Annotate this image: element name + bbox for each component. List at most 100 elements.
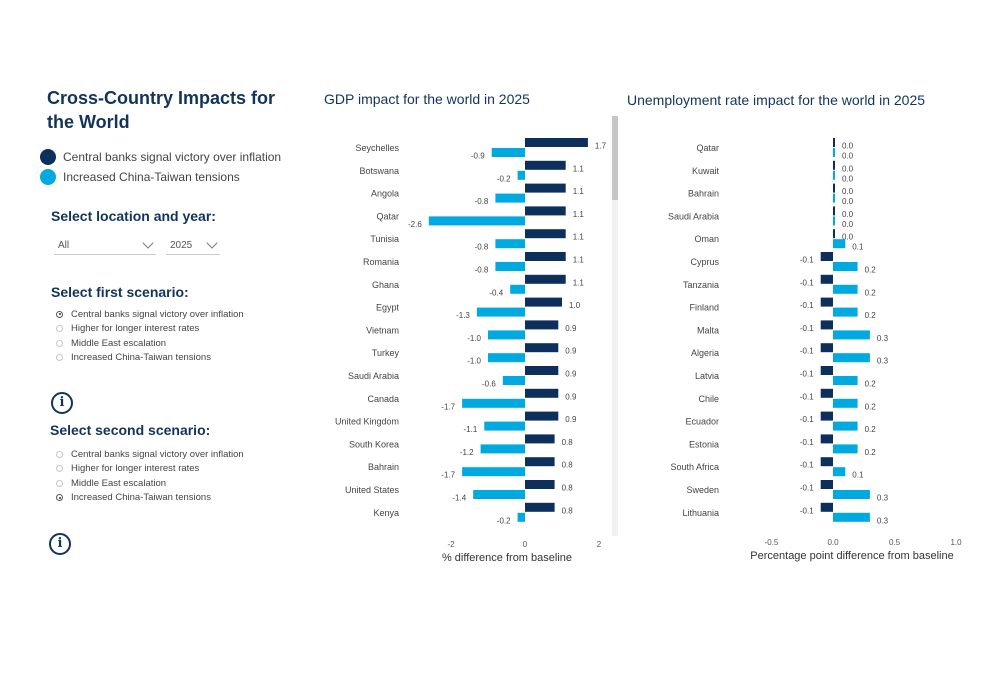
info-circle-icon[interactable]: i [51, 392, 73, 414]
radio-button[interactable] [56, 354, 63, 362]
radio-label: Increased China-Taiwan tensions [71, 352, 211, 364]
category-label: South Korea [349, 439, 399, 449]
bar-series-2 [833, 262, 858, 271]
radio-button[interactable] [56, 479, 63, 487]
data-label: -0.8 [475, 266, 489, 275]
bar-series-1 [833, 138, 835, 147]
category-label: Turkey [372, 348, 400, 358]
data-label: -0.1 [800, 324, 814, 333]
category-label: Ecuador [685, 417, 719, 427]
bar-series-1 [525, 502, 555, 512]
legend-swatch-dark [40, 149, 56, 165]
gdp-chart-title: GDP impact for the world in 2025 [324, 91, 530, 107]
category-label: Bahrain [368, 462, 399, 472]
bar-series-2 [428, 216, 525, 226]
radio-button[interactable] [56, 310, 63, 318]
bar-series-1 [525, 434, 555, 444]
radio-button[interactable] [56, 450, 63, 458]
bar-series-2 [833, 239, 846, 249]
bar-series-2 [833, 490, 870, 499]
data-label: -0.1 [800, 256, 814, 265]
year-dropdown[interactable]: 2025 [166, 236, 220, 255]
scenario2-option[interactable]: Higher for longer interest rates [56, 462, 244, 477]
data-label: 0.8 [562, 461, 574, 470]
scenario2-option[interactable]: Central banks signal victory over inflat… [56, 447, 244, 462]
bar-series-1 [525, 183, 566, 193]
data-label: -1.1 [464, 425, 478, 434]
x-tick-label: 2 [597, 540, 602, 549]
bar-series-1 [833, 160, 835, 170]
data-label: -2.6 [408, 220, 422, 229]
category-label: Qatar [376, 211, 399, 221]
info-circle-icon[interactable]: i [49, 533, 71, 555]
location-dropdown[interactable]: All [54, 236, 156, 255]
data-label: 1.1 [573, 187, 585, 196]
data-label: 1.0 [569, 301, 581, 310]
radio-label: Middle East escalation [71, 477, 167, 489]
data-label: -0.1 [800, 415, 814, 424]
radio-button[interactable] [56, 494, 63, 502]
x-tick-label: 0.5 [889, 538, 901, 547]
category-label: United States [345, 485, 400, 495]
data-label: -0.4 [489, 288, 503, 297]
data-label: -0.8 [475, 243, 489, 252]
year-value: 2025 [170, 239, 193, 251]
location-year-heading: Select location and year: [51, 208, 216, 224]
scenario1-option[interactable]: Higher for longer interest rates [56, 322, 244, 337]
bar-series-1 [525, 274, 566, 284]
scenario1-option[interactable]: Middle East escalation [56, 336, 244, 351]
data-label: 1.1 [573, 256, 585, 265]
category-label: Estonia [689, 439, 719, 449]
category-label: Finland [689, 303, 719, 313]
data-label: -0.1 [800, 347, 814, 356]
scenario1-option[interactable]: Central banks signal victory over inflat… [56, 307, 244, 322]
data-label: 0.8 [562, 506, 574, 515]
bar-series-2 [495, 262, 525, 271]
x-axis-label: % difference from baseline [442, 552, 572, 564]
data-label: 0.9 [565, 370, 577, 379]
legend-label: Central banks signal victory over inflat… [63, 150, 282, 164]
data-label: -0.1 [800, 278, 814, 287]
radio-label: Higher for longer interest rates [71, 323, 200, 335]
data-label: 0.2 [865, 402, 877, 411]
radio-button[interactable] [56, 325, 63, 333]
gdp-chart-scrollbar[interactable] [612, 116, 618, 536]
x-tick-label: 0 [523, 540, 528, 549]
scenario1-option[interactable]: Increased China-Taiwan tensions [56, 351, 244, 366]
bar-series-1 [525, 160, 566, 170]
category-label: United Kingdom [335, 417, 399, 427]
data-label: 0.9 [565, 324, 577, 333]
data-label: -0.1 [800, 461, 814, 470]
category-label: Sweden [686, 485, 719, 495]
scrollbar-thumb[interactable] [612, 116, 618, 200]
bar-series-1 [525, 138, 588, 147]
radio-label: Central banks signal victory over inflat… [71, 308, 244, 320]
bar-series-2 [833, 330, 870, 340]
bar-series-2 [491, 148, 525, 157]
radio-button[interactable] [56, 339, 63, 347]
data-label: 1.1 [573, 278, 585, 287]
radio-label: Middle East escalation [71, 337, 167, 349]
data-label: -0.1 [800, 301, 814, 310]
first-scenario-radio-group: Central banks signal victory over inflat… [56, 307, 244, 365]
data-label: 0.3 [877, 494, 889, 503]
bar-series-1 [820, 366, 833, 375]
bar-series-2 [833, 421, 858, 431]
radio-button[interactable] [56, 465, 63, 473]
category-label: Egypt [376, 303, 400, 313]
bar-series-1 [820, 480, 833, 489]
scenario2-option[interactable]: Increased China-Taiwan tensions [56, 491, 244, 506]
bar-series-2 [517, 512, 525, 522]
data-label: -0.1 [800, 484, 814, 493]
data-label: -1.4 [452, 494, 466, 503]
bar-series-2 [833, 193, 835, 203]
page-title: Cross-Country Impacts for the World [47, 88, 276, 132]
bar-series-1 [525, 320, 559, 330]
data-label: 0.2 [865, 380, 877, 389]
bar-series-2 [462, 467, 525, 477]
bar-series-2 [833, 512, 870, 522]
data-label: 0.2 [865, 425, 877, 434]
scenario2-option[interactable]: Middle East escalation [56, 476, 244, 491]
bar-series-2 [833, 467, 846, 477]
